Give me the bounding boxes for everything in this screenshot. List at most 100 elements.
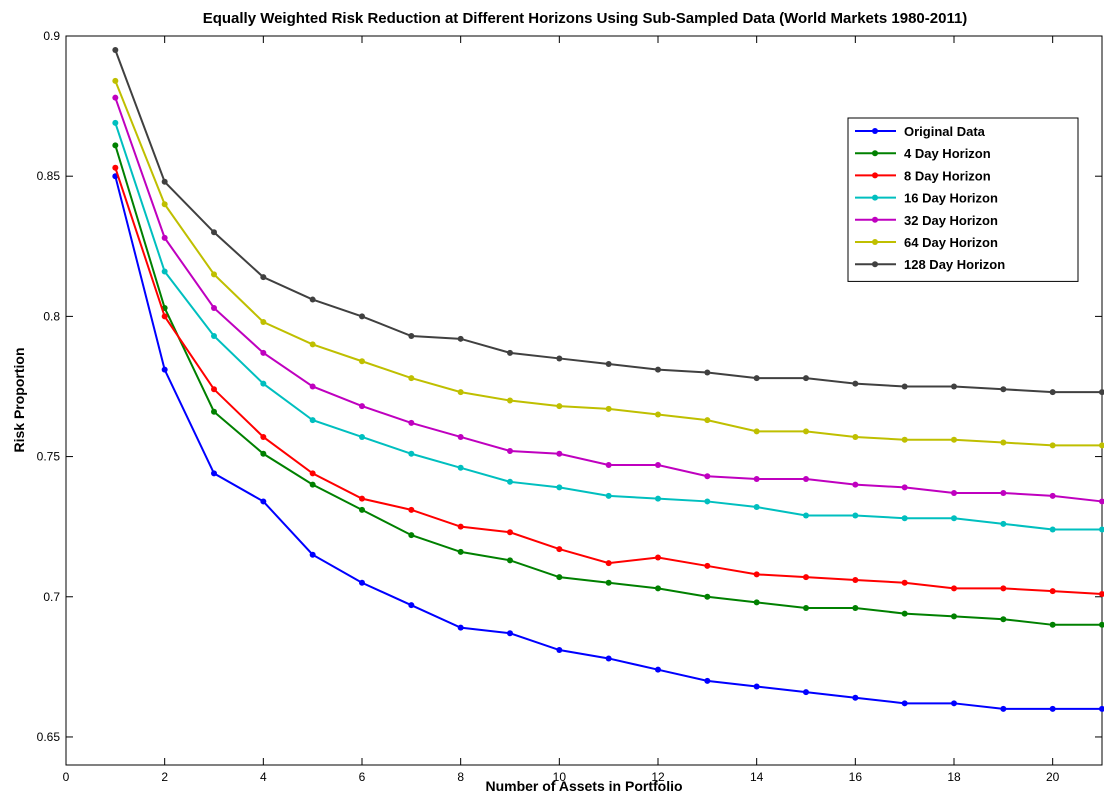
data-point-32-day-horizon-15 (803, 476, 809, 483)
data-point-original-data-5 (309, 551, 316, 558)
data-point-32-day-horizon-11 (605, 461, 612, 468)
data-point-16-day-horizon-9 (507, 478, 513, 485)
x-tick-label-3: 6 (359, 770, 366, 784)
legend-label-16-day-horizon: 16 Day Horizon (904, 191, 998, 206)
data-point-128-day-horizon-6 (359, 313, 365, 320)
data-point-8-day-horizon-5 (309, 470, 316, 477)
data-point-original-data-18 (951, 700, 957, 707)
data-point-8-day-horizon-20 (1049, 588, 1056, 595)
data-point-original-data-2 (161, 366, 168, 373)
data-point-128-day-horizon-18 (951, 383, 957, 390)
data-point-128-day-horizon-3 (211, 229, 217, 236)
y-tick-label-4: 0.85 (37, 169, 61, 183)
data-point-32-day-horizon-3 (211, 304, 217, 311)
chart-title: Equally Weighted Risk Reduction at Diffe… (203, 10, 968, 27)
data-point-64-day-horizon-19 (1000, 439, 1007, 446)
data-point-32-day-horizon-5 (309, 383, 316, 390)
data-point-128-day-horizon-16 (852, 380, 859, 387)
data-point-16-day-horizon-6 (359, 433, 365, 440)
y-tick-label-0: 0.65 (37, 730, 61, 744)
data-point-64-day-horizon-10 (556, 403, 563, 410)
data-point-32-day-horizon-16 (852, 481, 859, 488)
legend-label-original-data: Original Data (904, 124, 986, 139)
data-point-128-day-horizon-17 (901, 383, 908, 390)
data-point-16-day-horizon-3 (211, 333, 217, 340)
data-point-16-day-horizon-5 (309, 417, 316, 424)
data-point-64-day-horizon-4 (260, 318, 267, 325)
data-point-4-day-horizon-9 (507, 557, 513, 564)
data-point-16-day-horizon-15 (803, 512, 809, 519)
x-tick-label-6: 12 (651, 770, 665, 784)
data-point-64-day-horizon-14 (753, 428, 760, 435)
x-tick-label-9: 18 (947, 770, 961, 784)
data-point-16-day-horizon-16 (852, 512, 859, 519)
data-point-128-day-horizon-13 (704, 369, 711, 376)
y-tick-label-5: 0.9 (43, 29, 60, 43)
data-point-8-day-horizon-17 (901, 579, 908, 586)
data-point-8-day-horizon-8 (457, 523, 464, 530)
data-point-4-day-horizon-21 (1099, 621, 1104, 628)
data-point-original-data-13 (704, 677, 711, 684)
data-point-128-day-horizon-7 (408, 333, 415, 340)
x-tick-label-1: 2 (161, 770, 168, 784)
data-point-128-day-horizon-9 (507, 349, 513, 356)
data-point-original-data-20 (1049, 705, 1056, 712)
data-point-32-day-horizon-6 (359, 403, 365, 410)
x-tick-label-10: 20 (1046, 770, 1060, 784)
legend-marker-4-day-horizon (872, 150, 878, 157)
data-point-8-day-horizon-9 (507, 529, 513, 536)
data-point-4-day-horizon-18 (951, 613, 957, 620)
data-point-128-day-horizon-12 (655, 366, 661, 373)
legend-marker-8-day-horizon (872, 172, 878, 179)
data-point-64-day-horizon-2 (161, 201, 168, 208)
data-point-64-day-horizon-17 (901, 436, 908, 443)
data-point-original-data-9 (507, 630, 513, 637)
legend-label-8-day-horizon: 8 Day Horizon (904, 168, 991, 183)
data-point-64-day-horizon-12 (655, 411, 661, 418)
data-point-8-day-horizon-10 (556, 546, 563, 553)
data-point-4-day-horizon-1 (112, 142, 119, 149)
data-point-8-day-horizon-12 (655, 554, 661, 561)
data-point-original-data-7 (408, 602, 415, 609)
data-point-4-day-horizon-3 (211, 408, 217, 415)
data-point-original-data-12 (655, 666, 661, 673)
data-point-16-day-horizon-11 (605, 492, 612, 499)
data-point-8-day-horizon-2 (161, 313, 168, 320)
data-point-32-day-horizon-13 (704, 473, 711, 480)
data-point-32-day-horizon-12 (655, 461, 661, 468)
data-point-4-day-horizon-5 (309, 481, 316, 488)
data-point-8-day-horizon-1 (112, 164, 119, 171)
y-tick-label-1: 0.7 (43, 590, 60, 604)
data-point-16-day-horizon-18 (951, 515, 957, 522)
data-point-64-day-horizon-21 (1099, 442, 1104, 449)
data-point-8-day-horizon-3 (211, 386, 217, 393)
data-point-64-day-horizon-7 (408, 375, 415, 382)
data-point-original-data-11 (605, 655, 612, 662)
data-point-original-data-14 (753, 683, 760, 690)
data-point-4-day-horizon-12 (655, 585, 661, 592)
data-point-128-day-horizon-8 (457, 335, 464, 342)
data-point-8-day-horizon-19 (1000, 585, 1007, 592)
data-point-64-day-horizon-5 (309, 341, 316, 348)
data-point-64-day-horizon-18 (951, 436, 957, 443)
x-tick-label-4: 8 (457, 770, 464, 784)
data-point-32-day-horizon-17 (901, 484, 908, 491)
data-point-32-day-horizon-18 (951, 490, 957, 497)
y-tick-label-2: 0.75 (37, 450, 61, 464)
data-point-4-day-horizon-11 (605, 579, 612, 586)
data-point-original-data-16 (852, 694, 859, 701)
data-point-128-day-horizon-4 (260, 274, 267, 281)
data-point-16-day-horizon-2 (161, 268, 168, 275)
data-point-128-day-horizon-15 (803, 375, 809, 382)
x-tick-label-8: 16 (849, 770, 863, 784)
legend-marker-16-day-horizon (872, 194, 878, 201)
data-point-original-data-3 (211, 470, 217, 477)
data-point-16-day-horizon-21 (1099, 526, 1104, 533)
data-point-64-day-horizon-3 (211, 271, 217, 278)
data-point-4-day-horizon-4 (260, 450, 267, 457)
x-tick-label-0: 0 (63, 770, 70, 784)
data-point-8-day-horizon-13 (704, 562, 711, 569)
legend: Original Data 4 Day Horizon 8 Day Horizon 1… (847, 117, 1079, 282)
data-point-64-day-horizon-11 (605, 405, 612, 412)
x-axis-label: Number of Assets in Portfolio (485, 778, 682, 794)
